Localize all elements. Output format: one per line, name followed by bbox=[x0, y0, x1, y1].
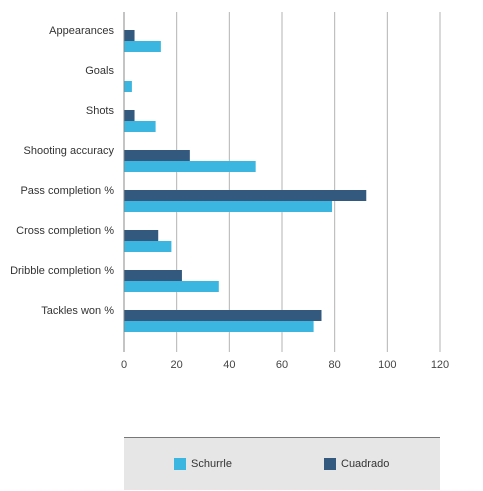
bars bbox=[124, 30, 367, 332]
bar-schurrle bbox=[124, 41, 161, 52]
bar-cuadrado bbox=[124, 150, 190, 161]
category-label: Cross completion % bbox=[16, 225, 114, 237]
bar-cuadrado bbox=[124, 270, 182, 281]
bar-chart: Appearances Goals Shots Shooting accuracy Pa… bbox=[10, 12, 449, 371]
category-label: Shooting accuracy bbox=[24, 145, 115, 157]
x-tick-label: 40 bbox=[223, 359, 235, 371]
bar-schurrle bbox=[124, 241, 172, 252]
x-tick-label: 60 bbox=[276, 359, 288, 371]
x-tick-label: 100 bbox=[378, 359, 396, 371]
category-label: Appearances bbox=[49, 25, 114, 37]
legend-swatch-cuadrado bbox=[324, 458, 336, 470]
x-tick-label: 80 bbox=[329, 359, 341, 371]
legend: Schurrle Cuadrado bbox=[124, 437, 440, 490]
bar-cuadrado bbox=[124, 190, 367, 201]
legend-label-schurrle: Schurrle bbox=[191, 458, 232, 470]
legend-swatch-schurrle bbox=[174, 458, 186, 470]
category-labels: Appearances Goals Shots Shooting accuracy Pa… bbox=[10, 25, 114, 317]
bar-schurrle bbox=[124, 81, 132, 92]
bar-schurrle bbox=[124, 161, 256, 172]
x-tick-label: 120 bbox=[431, 359, 449, 371]
category-label: Dribble completion % bbox=[10, 265, 114, 277]
bar-schurrle bbox=[124, 121, 156, 132]
legend-item-schurrle: Schurrle bbox=[174, 458, 232, 470]
category-label: Shots bbox=[86, 105, 115, 117]
bar-cuadrado bbox=[124, 110, 135, 121]
bar-schurrle bbox=[124, 281, 219, 292]
gridlines bbox=[176, 12, 441, 352]
category-label: Tackles won % bbox=[41, 305, 114, 317]
category-label: Goals bbox=[85, 65, 114, 77]
x-tick-label: 0 bbox=[121, 359, 127, 371]
category-label: Pass completion % bbox=[20, 185, 114, 197]
legend-item-cuadrado: Cuadrado bbox=[324, 458, 389, 470]
bar-cuadrado bbox=[124, 230, 159, 241]
bar-schurrle bbox=[124, 201, 333, 212]
x-tick-label: 20 bbox=[171, 359, 183, 371]
bar-cuadrado bbox=[124, 30, 135, 41]
bar-schurrle bbox=[124, 321, 314, 332]
legend-label-cuadrado: Cuadrado bbox=[341, 458, 390, 470]
x-axis-tick-labels: 0 20 40 60 80 100 120 bbox=[121, 359, 449, 371]
bar-cuadrado bbox=[124, 310, 322, 321]
